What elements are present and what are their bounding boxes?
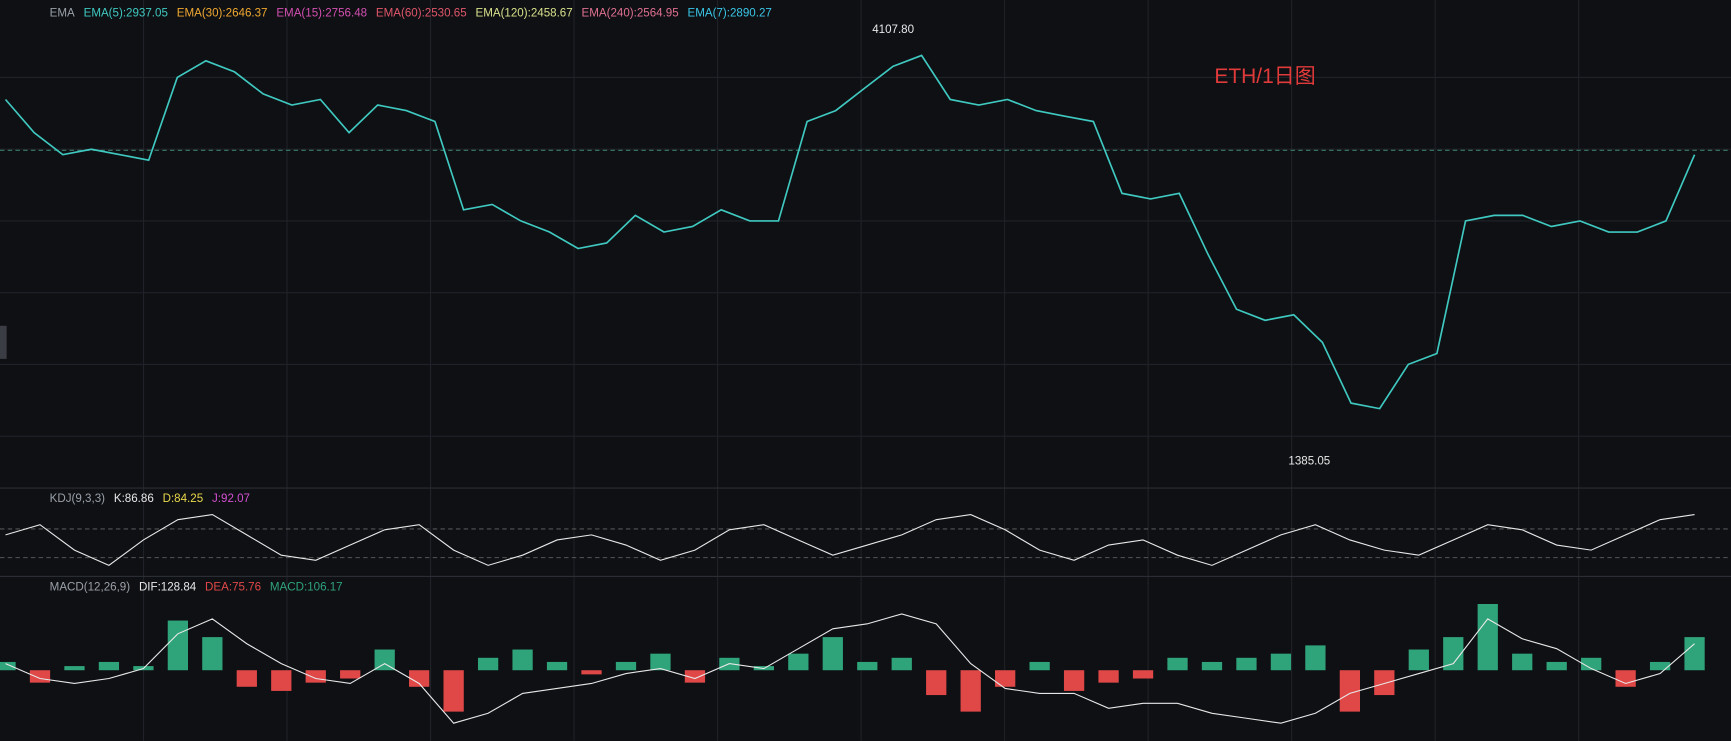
legend: DIF:128.84 DEA:75.76 MACD:106.17: [139, 581, 343, 593]
macd-bar: [0, 661, 16, 671]
macd-bar: [512, 649, 533, 671]
macd-bar: [477, 657, 499, 671]
legend-item: EMA(120):2458.67: [475, 7, 572, 19]
k-line: [5, 513, 1695, 566]
macd-bar: [857, 661, 878, 671]
macd-bar: [443, 670, 464, 712]
legend-item: DEA:75.76: [205, 581, 261, 593]
legend-item: D:84.25: [163, 493, 204, 505]
macd-bar: [1649, 661, 1671, 671]
macd-bar: [1339, 670, 1360, 712]
legend-item: EMA(5):2937.05: [84, 7, 168, 19]
macd-bar: [1581, 657, 1602, 671]
macd-bar: [29, 670, 51, 683]
macd-bar: [1167, 657, 1188, 671]
high-label: 4107.80: [872, 24, 914, 36]
macd-bar: [684, 670, 706, 683]
macd-bar: [788, 653, 809, 671]
macd-bar: [1408, 649, 1429, 671]
macd-bar: [1374, 670, 1395, 696]
macd-bar: [615, 661, 637, 671]
macd-bar: [1443, 637, 1464, 671]
macd-bar: [305, 670, 326, 683]
legend-item: EMA(30):2646.37: [177, 7, 268, 19]
legend: EMA(5):2937.05 EMA(30):2646.37 EMA(15):275…: [84, 7, 772, 19]
macd-bar: [1270, 653, 1292, 671]
macd-bar: [1546, 661, 1567, 671]
macd-bar: [340, 670, 361, 679]
macd-bar: [271, 670, 292, 691]
macd-bar: [409, 670, 430, 687]
macd-bar: [1477, 603, 1498, 671]
macd-bar: [1615, 670, 1636, 687]
legend-item: DIF:128.84: [139, 581, 197, 593]
legend-item: K:86.86: [114, 493, 154, 505]
side-collapse-handle[interactable]: [0, 325, 7, 359]
macd-bar: [960, 670, 981, 712]
legend: K:86.86 D:84.25 J:92.07: [114, 493, 250, 505]
indicator-name[interactable]: KDJ(9,3,3): [50, 493, 105, 505]
macd-bar: [891, 657, 912, 671]
macd-bar: [98, 661, 120, 671]
macd-bar: [1236, 657, 1257, 671]
macd-bar: [546, 661, 568, 671]
legend-item: EMA(240):2564.95: [582, 7, 679, 19]
macd-bar: [926, 670, 947, 696]
macd-bar: [64, 666, 85, 671]
macd-bar: [650, 653, 671, 671]
watermark: ETH/1日图: [1214, 65, 1315, 88]
macd-bar: [822, 637, 843, 671]
macd-bar: [236, 670, 257, 687]
legend-item: MACD:106.17: [270, 581, 343, 593]
macd-bar: [1132, 670, 1154, 679]
macd-bar: [167, 620, 189, 671]
macd-bar: [374, 649, 395, 671]
macd-bar: [202, 637, 223, 671]
indicator-name[interactable]: MACD(12,26,9): [50, 581, 131, 593]
macd-bar: [1684, 637, 1705, 671]
macd-bar: [581, 670, 602, 675]
legend-item: EMA(15):2756.48: [276, 7, 367, 19]
macd-bar: [1029, 661, 1050, 671]
dif-line: [5, 613, 1695, 724]
low-label: 1385.05: [1288, 456, 1330, 468]
macd-bar: [1063, 670, 1085, 691]
macd-bar: [1305, 645, 1326, 671]
macd-bar: [1201, 661, 1223, 671]
legend-item: EMA(60):2530.65: [376, 7, 467, 19]
macd-bar: [995, 670, 1016, 687]
macd-bar: [1098, 670, 1119, 683]
legend-item: EMA(7):2890.27: [688, 7, 772, 19]
macd-bar: [1512, 653, 1533, 671]
price-line: [4, 54, 1696, 410]
indicator-name[interactable]: EMA: [50, 7, 75, 19]
legend-item: J:92.07: [212, 493, 250, 505]
